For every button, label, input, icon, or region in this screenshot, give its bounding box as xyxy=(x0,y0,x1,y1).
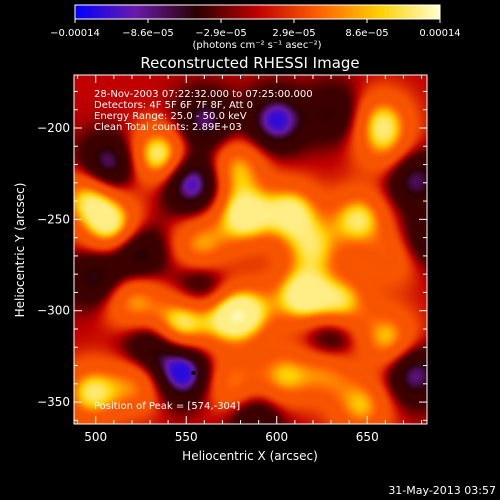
plot-frame xyxy=(73,74,428,425)
y-axis-label: Heliocentric Y (arcsec) xyxy=(13,183,27,318)
x-tick-label: 600 xyxy=(265,430,288,444)
x-tick-label: 500 xyxy=(84,430,107,444)
colorbar-tick-label: 2.9e−05 xyxy=(272,28,315,39)
axis-ticks: 500 550 600 650 −200 −250 −300 −350 xyxy=(37,75,427,444)
colorbar-units: (photons cm⁻² s⁻¹ asec⁻²) xyxy=(192,40,321,51)
colorbar-tick-label: −2.9e−05 xyxy=(195,28,247,39)
y-tick-label: −200 xyxy=(37,121,70,135)
colorbar-tick-label: −0.00014 xyxy=(50,28,100,39)
colorbar: −0.00014 −8.6e−05 −2.9e−05 2.9e−05 8.6e−05 0.… xyxy=(50,4,461,51)
colorbar-tick-label: 8.6e−05 xyxy=(345,28,388,39)
x-axis-label: Heliocentric X (arcsec) xyxy=(182,449,318,463)
heatmap-image xyxy=(74,75,427,424)
x-tick-label: 650 xyxy=(356,430,379,444)
colorbar-tick-label: 0.00014 xyxy=(419,28,460,39)
chart-title: Reconstructed RHESSI Image xyxy=(140,54,359,72)
colorbar-tick-label: −8.6e−05 xyxy=(122,28,174,39)
colorbar-bar xyxy=(74,4,441,20)
footer-date: 31-May-2013 03:57 xyxy=(388,484,496,497)
annotation-time: 28-Nov-2003 07:22:32.000 to 07:25:00.000 xyxy=(94,89,313,100)
y-tick-label: −300 xyxy=(37,304,70,318)
annotation-peak: Position of Peak = [574,-304] xyxy=(94,401,240,412)
annotations: 28-Nov-2003 07:22:32.000 to 07:25:00.000… xyxy=(94,89,313,412)
colorbar-ticks: −0.00014 −8.6e−05 −2.9e−05 2.9e−05 8.6e−05 0.… xyxy=(50,19,461,39)
annotation-energy: Energy Range: 25.0 - 50.0 keV xyxy=(94,111,247,122)
annotation-detectors: Detectors: 4F 5F 6F 7F 8F, Att 0 xyxy=(94,100,253,111)
plot-area xyxy=(74,75,427,424)
x-tick-label: 550 xyxy=(175,430,198,444)
y-tick-label: −250 xyxy=(37,212,70,226)
annotation-counts: Clean Total counts: 2.89E+03 xyxy=(94,122,242,133)
y-tick-label: −350 xyxy=(37,395,70,409)
peak-marker xyxy=(191,370,196,375)
